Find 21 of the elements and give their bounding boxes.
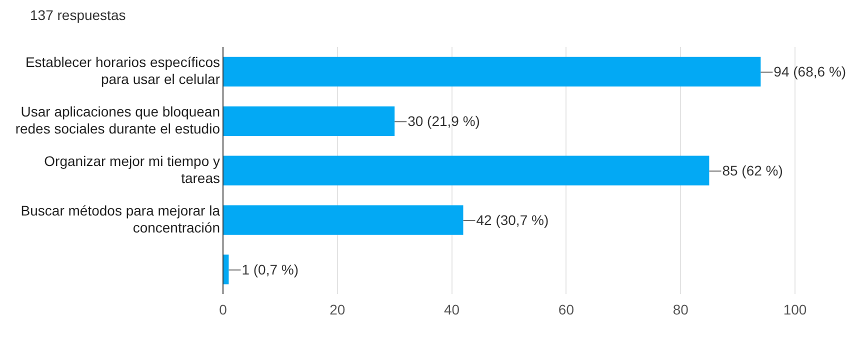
bar	[224, 156, 710, 186]
y-tick-label: Usar aplicaciones que bloquean redes sociales durante el estudio	[15, 104, 220, 136]
x-tick-label: 100	[783, 301, 807, 318]
text: 137 respuestas	[30, 7, 126, 23]
bar	[224, 106, 395, 136]
bar	[224, 205, 464, 235]
bar	[224, 56, 761, 87]
data-label: 85 (62 %)	[722, 162, 783, 178]
y-tick-label: Establecer horarios específicos para usar el celular	[25, 54, 220, 87]
bar	[224, 254, 229, 284]
data-label: 42 (30,7 %)	[476, 212, 549, 228]
x-tick-label: 80	[672, 301, 689, 318]
y-tick-label: Buscar métodos para mejorar la concentración	[20, 202, 220, 236]
x-tick-label: 20	[330, 301, 346, 318]
y-tick-label: Organizar mejor mi tiempo y tareas	[44, 153, 220, 186]
data-label: 94 (68,6 %)	[774, 64, 846, 80]
x-tick-label: 60	[558, 301, 574, 318]
data-label: 1 (0,7 %)	[242, 261, 299, 278]
x-tick-label: 0	[219, 301, 228, 318]
data-label: 30 (21,9 %)	[408, 113, 480, 130]
x-tick-label: 40	[444, 301, 460, 318]
